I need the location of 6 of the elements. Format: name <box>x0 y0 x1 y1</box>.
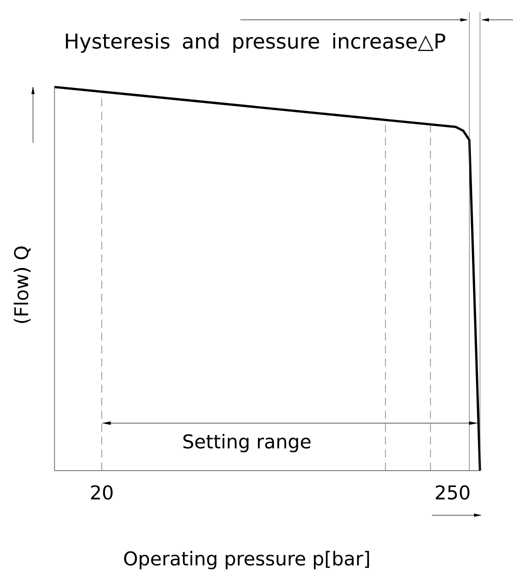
x-axis-title: Operating pressure p[bar] <box>124 550 369 570</box>
x-tick-label: 250 <box>436 485 470 500</box>
annotation: Setting range <box>183 434 310 452</box>
y-axis-title: (Flow) Q <box>14 246 31 323</box>
chart-title: Hysteresis and pressure increase△P <box>66 32 446 53</box>
x-tick-label: 20 <box>91 485 113 500</box>
